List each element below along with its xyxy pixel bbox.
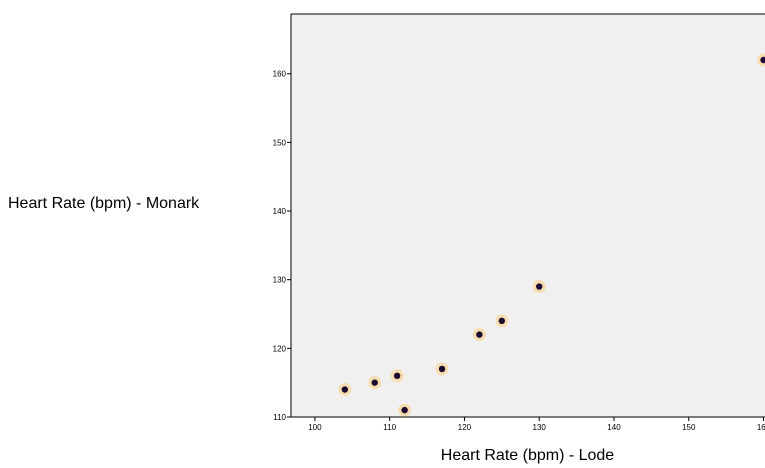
y-tick-label: 120 <box>273 344 287 353</box>
x-tick-label: 160 <box>757 423 765 432</box>
y-tick-label: 150 <box>273 138 287 147</box>
scatter-point-dot <box>438 365 446 373</box>
scatter-point <box>757 53 765 67</box>
scatter-point <box>435 362 449 376</box>
scatter-point <box>390 369 404 383</box>
y-tick-label: 160 <box>273 70 287 79</box>
scatter-point-dot <box>498 317 506 325</box>
x-axis-label: Heart Rate (bpm) - Lode <box>440 447 615 464</box>
x-tick-label: 130 <box>533 423 547 432</box>
scatter-point-dot <box>371 379 378 386</box>
scatter-point-dot <box>536 283 543 290</box>
scatter-point-dot <box>401 406 408 414</box>
y-axis-label: Heart Rate (bpm) - Monark <box>8 195 200 212</box>
data-points <box>338 53 765 417</box>
x-tick-label: 120 <box>458 423 472 432</box>
y-tick-label: 140 <box>273 207 287 216</box>
scatter-point <box>398 403 412 417</box>
plot-area <box>291 14 765 417</box>
x-tick-label: 150 <box>682 423 696 432</box>
axis-ticks: 110 120 130 140 150 160 100 110 120 130 140 150 160 <box>273 70 765 432</box>
scatter-point <box>338 383 352 397</box>
scatter-point <box>495 314 509 328</box>
x-tick-label: 100 <box>308 423 322 432</box>
scatter-point <box>472 328 486 342</box>
scatter-point-dot <box>341 386 349 393</box>
scatter-point-dot <box>476 331 483 338</box>
y-tick-label: 130 <box>273 276 287 285</box>
scatter-point-dot <box>760 56 765 64</box>
x-tick-label: 140 <box>607 423 621 432</box>
x-tick-label: 110 <box>383 423 396 432</box>
scatter-point <box>532 280 546 294</box>
scatter-point <box>368 376 382 390</box>
y-tick-label: 110 <box>273 413 286 422</box>
scatter-point-dot <box>393 372 401 380</box>
